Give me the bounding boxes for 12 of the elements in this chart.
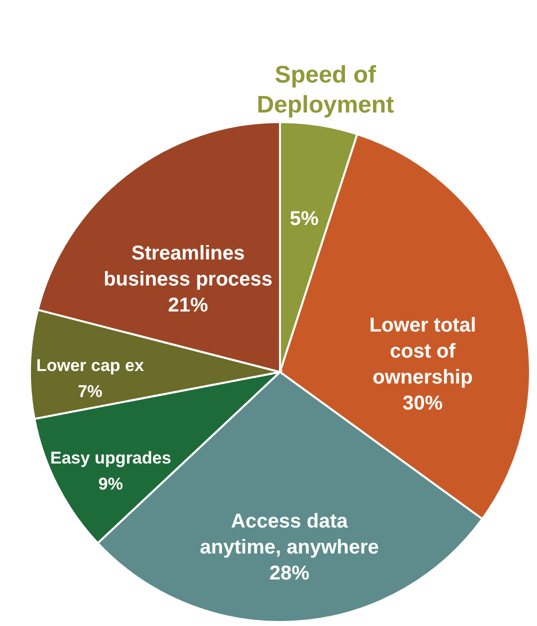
data-label: 21% bbox=[168, 294, 208, 316]
slice-label: Easy upgrades bbox=[50, 448, 172, 468]
slice-label: Speed of Deployment bbox=[256, 62, 394, 119]
data-label: 30% bbox=[402, 392, 443, 415]
data-label: 9% bbox=[98, 474, 123, 494]
data-label: 28% bbox=[269, 562, 310, 585]
slice-label: Lower cap ex bbox=[36, 356, 144, 376]
slice-label: Lower total cost of ownership bbox=[369, 314, 476, 389]
slice-label: Streamlines business process bbox=[104, 242, 273, 290]
slice-label: Access data anytime, anywhere bbox=[200, 510, 379, 559]
data-label: 5% bbox=[290, 208, 319, 230]
data-label: 7% bbox=[78, 382, 102, 402]
